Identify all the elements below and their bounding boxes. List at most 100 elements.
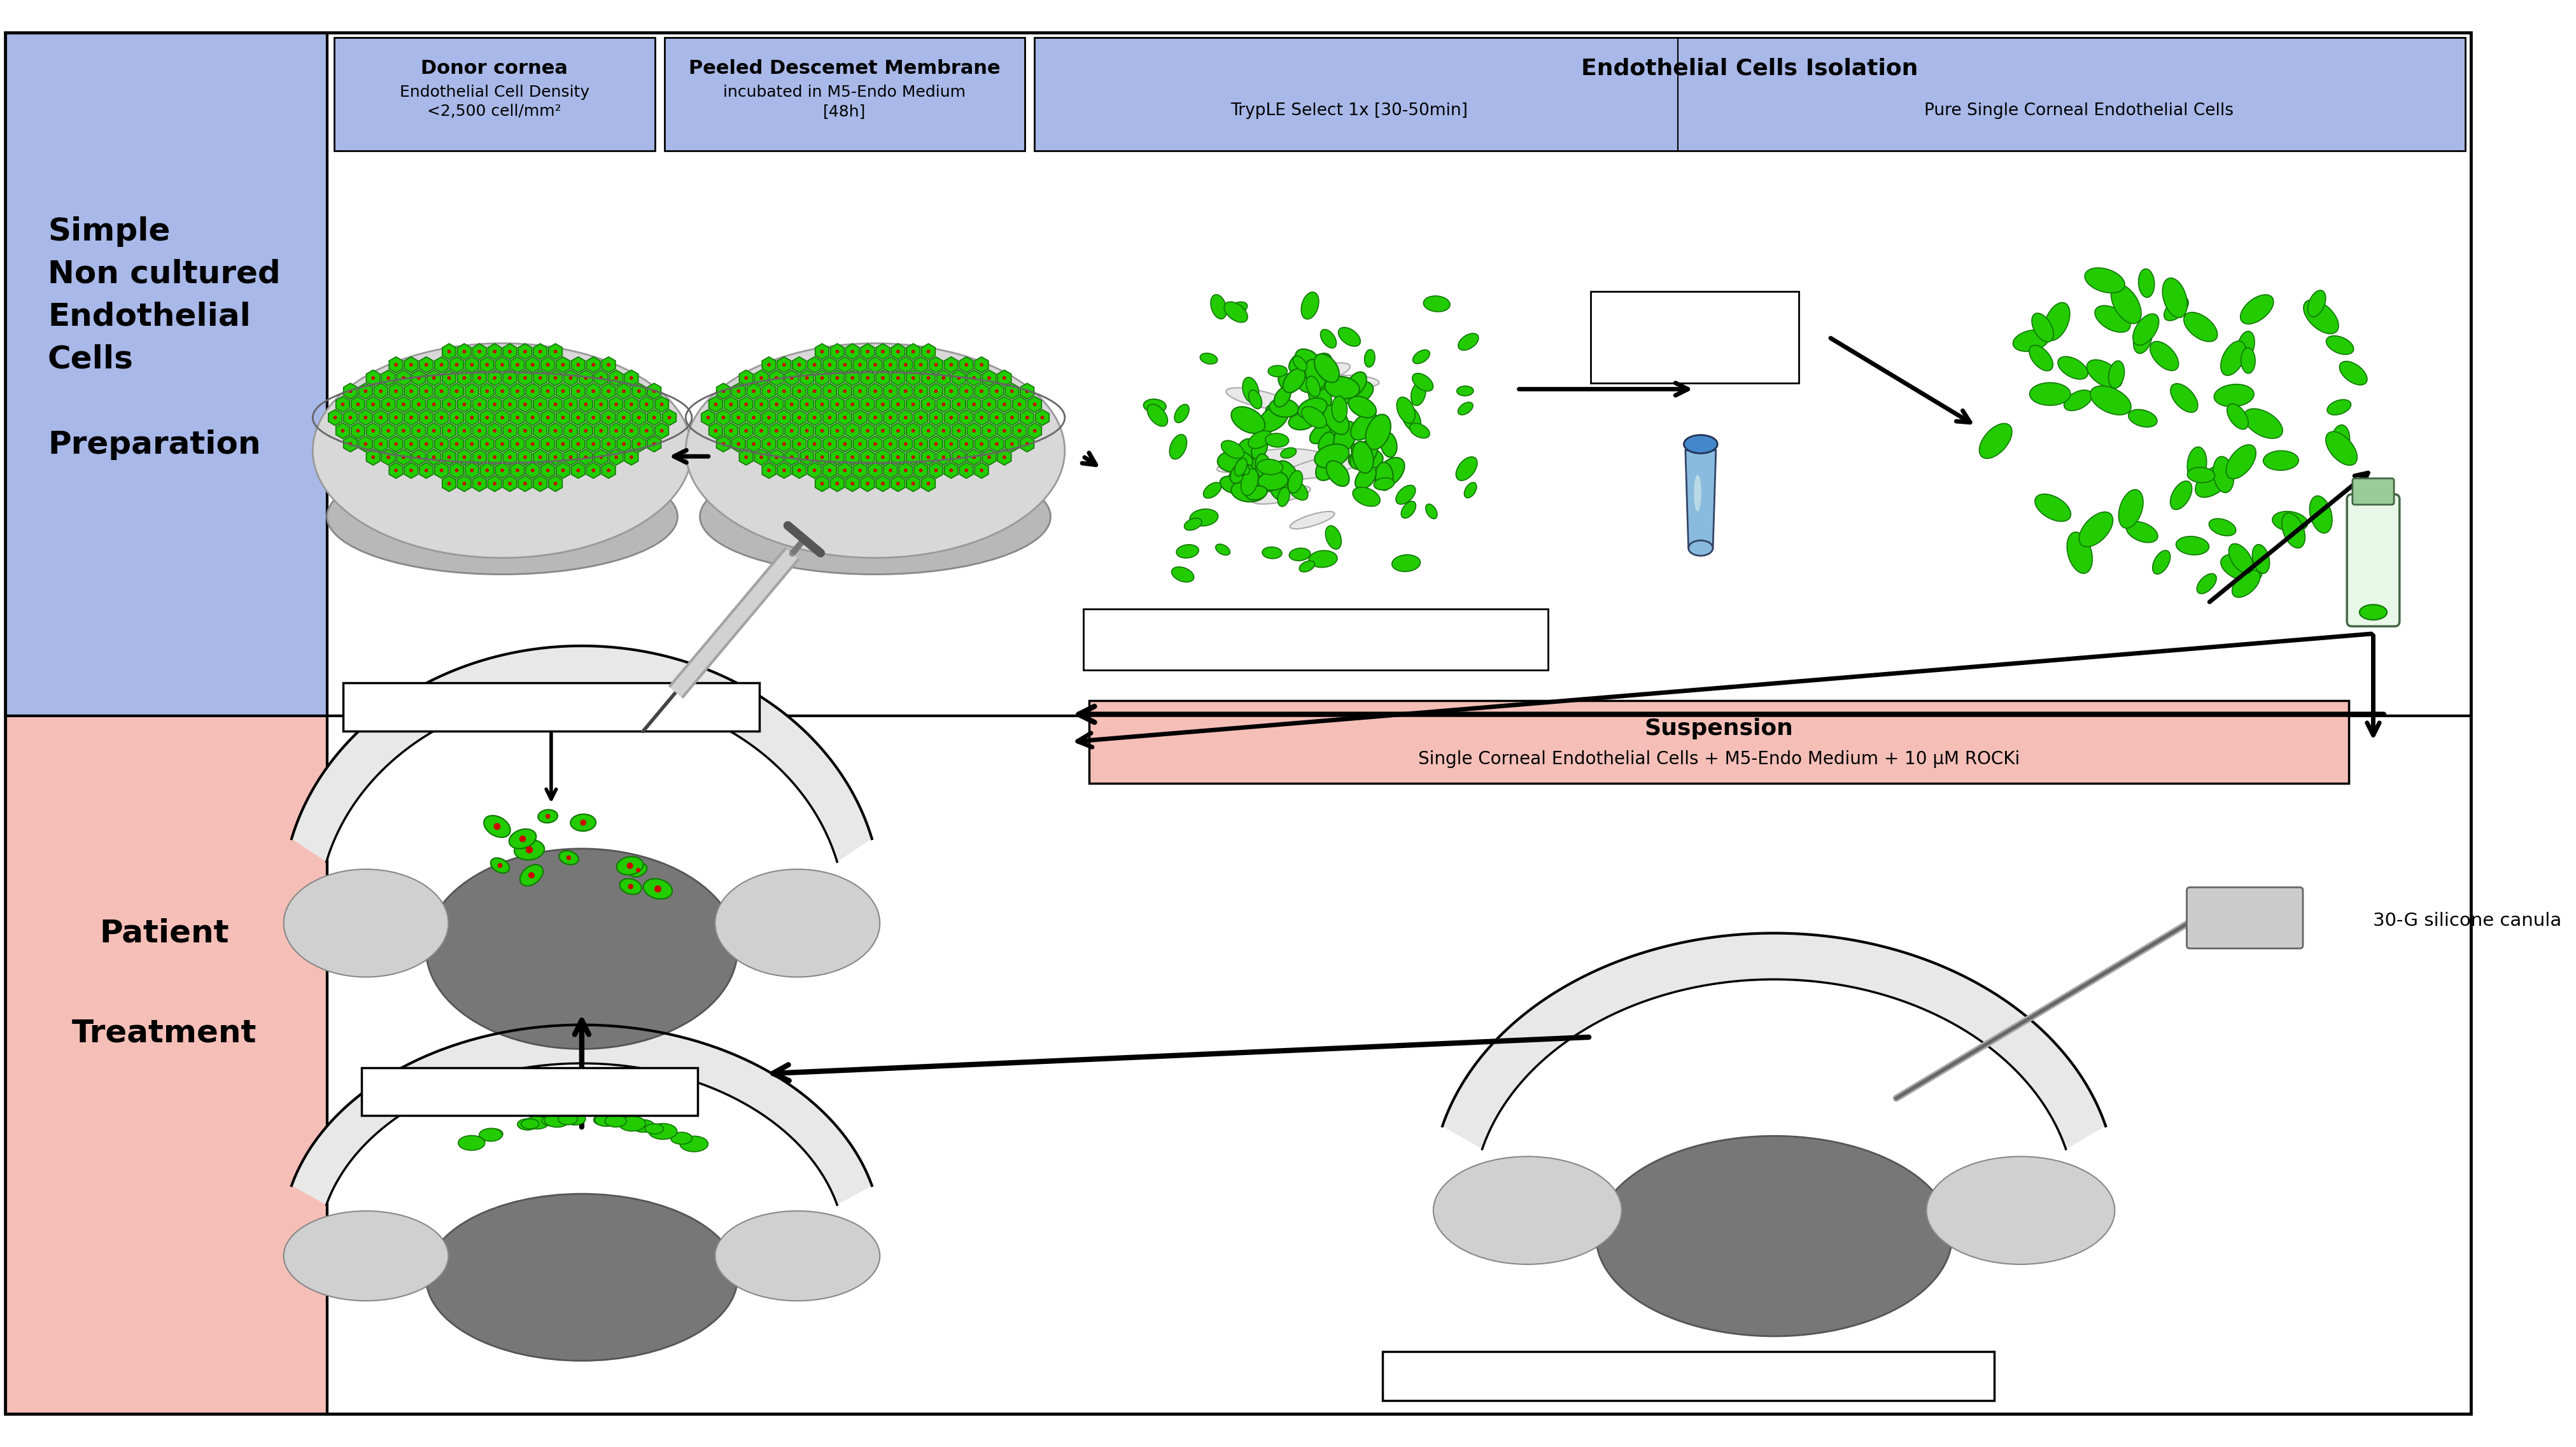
- Circle shape: [1010, 389, 1012, 394]
- Circle shape: [440, 469, 443, 472]
- Circle shape: [737, 389, 739, 394]
- Polygon shape: [389, 357, 402, 373]
- Polygon shape: [922, 370, 935, 386]
- Circle shape: [461, 402, 466, 407]
- Ellipse shape: [1309, 424, 1329, 444]
- Polygon shape: [958, 410, 974, 425]
- Circle shape: [500, 415, 505, 420]
- Polygon shape: [572, 357, 585, 373]
- Polygon shape: [464, 436, 479, 451]
- Circle shape: [585, 376, 587, 379]
- Ellipse shape: [2035, 493, 2071, 521]
- Circle shape: [477, 428, 482, 433]
- Polygon shape: [374, 383, 386, 399]
- Circle shape: [775, 402, 778, 407]
- Polygon shape: [518, 449, 531, 464]
- Circle shape: [850, 456, 855, 459]
- Circle shape: [562, 469, 564, 472]
- Ellipse shape: [1337, 327, 1360, 346]
- Circle shape: [979, 415, 984, 420]
- Circle shape: [554, 402, 556, 407]
- Circle shape: [904, 415, 907, 420]
- Ellipse shape: [564, 1113, 585, 1124]
- Circle shape: [811, 469, 817, 472]
- Ellipse shape: [1347, 449, 1383, 470]
- Ellipse shape: [1218, 476, 1244, 493]
- Polygon shape: [1028, 396, 1041, 412]
- Polygon shape: [580, 449, 592, 464]
- Polygon shape: [343, 436, 358, 451]
- Ellipse shape: [1255, 454, 1270, 478]
- Ellipse shape: [1200, 353, 1216, 365]
- Ellipse shape: [1376, 463, 1394, 491]
- Circle shape: [348, 415, 353, 420]
- Polygon shape: [814, 396, 829, 412]
- Circle shape: [605, 415, 611, 420]
- Polygon shape: [981, 423, 997, 438]
- Ellipse shape: [2360, 605, 2385, 619]
- Polygon shape: [443, 396, 456, 412]
- Circle shape: [1025, 415, 1028, 420]
- Ellipse shape: [544, 1113, 569, 1127]
- Ellipse shape: [1350, 412, 1378, 440]
- Circle shape: [943, 456, 945, 459]
- Circle shape: [500, 389, 505, 394]
- Circle shape: [461, 456, 466, 459]
- Ellipse shape: [1252, 463, 1273, 488]
- Circle shape: [858, 415, 860, 420]
- Ellipse shape: [1280, 363, 1350, 388]
- Circle shape: [920, 415, 922, 420]
- Polygon shape: [487, 343, 502, 359]
- Circle shape: [850, 402, 855, 407]
- Ellipse shape: [2195, 464, 2231, 498]
- Circle shape: [768, 415, 770, 420]
- Polygon shape: [435, 436, 448, 451]
- Ellipse shape: [1175, 404, 1188, 423]
- Circle shape: [538, 456, 541, 459]
- Polygon shape: [580, 423, 592, 438]
- Polygon shape: [922, 343, 935, 359]
- Polygon shape: [876, 396, 889, 412]
- Polygon shape: [793, 436, 806, 451]
- Polygon shape: [420, 383, 433, 399]
- Polygon shape: [860, 370, 873, 386]
- Circle shape: [448, 428, 451, 433]
- Text: Suspension: Suspension: [1643, 718, 1793, 739]
- Circle shape: [448, 350, 451, 353]
- Ellipse shape: [1247, 431, 1273, 449]
- Ellipse shape: [605, 1116, 626, 1127]
- Ellipse shape: [1231, 407, 1265, 434]
- Ellipse shape: [1314, 444, 1350, 467]
- Circle shape: [979, 363, 984, 366]
- Bar: [335, 38, 654, 150]
- Circle shape: [912, 482, 914, 485]
- Polygon shape: [464, 357, 479, 373]
- Circle shape: [994, 389, 999, 394]
- Circle shape: [804, 376, 809, 379]
- Ellipse shape: [1314, 355, 1340, 382]
- Circle shape: [963, 469, 969, 472]
- Polygon shape: [608, 370, 623, 386]
- Polygon shape: [510, 357, 523, 373]
- Circle shape: [363, 415, 368, 420]
- Text: Pre-wet
100 μm filter: Pre-wet 100 μm filter: [1641, 318, 1749, 356]
- Polygon shape: [814, 343, 829, 359]
- Polygon shape: [603, 357, 616, 373]
- Ellipse shape: [701, 459, 1051, 574]
- Polygon shape: [291, 1024, 871, 1205]
- Polygon shape: [951, 396, 966, 412]
- Text: Single Corneal Endothelial Cells + M5-Endo Medium + 10 μM ROCKi: Single Corneal Endothelial Cells + M5-En…: [1417, 750, 2020, 768]
- Polygon shape: [451, 383, 464, 399]
- Ellipse shape: [1409, 424, 1430, 438]
- Ellipse shape: [1270, 399, 1298, 417]
- Circle shape: [484, 389, 489, 394]
- Ellipse shape: [1244, 459, 1267, 495]
- Polygon shape: [533, 343, 546, 359]
- Ellipse shape: [2087, 360, 2123, 388]
- Ellipse shape: [2272, 511, 2308, 531]
- Circle shape: [729, 428, 732, 433]
- Ellipse shape: [2262, 450, 2298, 470]
- Text: Descemet Membrane Decellularization: Descemet Membrane Decellularization: [1476, 1367, 1899, 1386]
- Polygon shape: [451, 463, 464, 479]
- Polygon shape: [564, 449, 577, 464]
